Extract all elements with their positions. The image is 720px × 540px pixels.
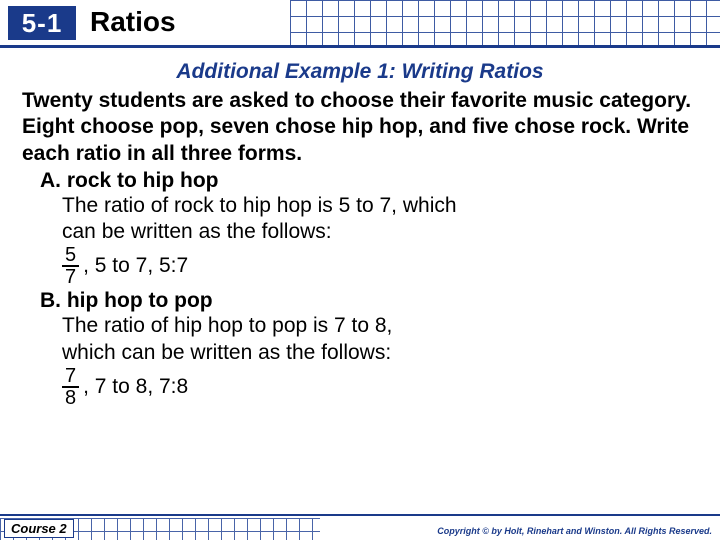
part-a-fraction-line: 5 7 , 5 to 7, 5:7 <box>62 245 698 287</box>
course-label: Course 2 <box>4 519 74 538</box>
section-number-box: 5-1 <box>6 4 78 42</box>
part-a-label: A. rock to hip hop <box>40 169 698 193</box>
part-a-line2: can be written as the follows: <box>62 219 698 245</box>
part-a-line1: The ratio of rock to hip hop is 5 to 7, … <box>62 193 698 219</box>
header-grid-pattern <box>290 0 720 45</box>
copyright-text: Copyright © by Holt, Rinehart and Winsto… <box>437 526 712 536</box>
section-number: 5-1 <box>22 8 63 39</box>
problem-statement: Twenty students are asked to choose thei… <box>22 88 698 167</box>
part-a-fraction: 5 7 <box>62 245 79 287</box>
slide-content: Additional Example 1: Writing Ratios Twe… <box>0 48 720 408</box>
part-a-numerator: 5 <box>62 245 79 267</box>
example-subtitle: Additional Example 1: Writing Ratios <box>22 60 698 84</box>
part-b-fraction: 7 8 <box>62 366 79 408</box>
part-a-forms-tail: , 5 to 7, 5:7 <box>83 254 188 278</box>
part-b-forms-tail: , 7 to 8, 7:8 <box>83 375 188 399</box>
part-b-label: B. hip hop to pop <box>40 289 698 313</box>
part-b-fraction-line: 7 8 , 7 to 8, 7:8 <box>62 366 698 408</box>
part-b-denominator: 8 <box>62 388 79 408</box>
part-a-denominator: 7 <box>62 267 79 287</box>
header-title: Ratios <box>90 6 176 38</box>
part-b-line1: The ratio of hip hop to pop is 7 to 8, <box>62 313 698 339</box>
slide-header: 5-1 Ratios <box>0 0 720 48</box>
part-b-line2: which can be written as the follows: <box>62 340 698 366</box>
part-b-numerator: 7 <box>62 366 79 388</box>
slide-footer: Course 2 Copyright © by Holt, Rinehart a… <box>0 514 720 540</box>
